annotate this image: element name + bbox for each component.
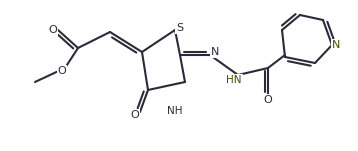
Text: O: O xyxy=(49,25,57,35)
Text: S: S xyxy=(176,23,184,33)
Text: NH: NH xyxy=(167,106,183,116)
Text: HN: HN xyxy=(226,75,242,85)
Text: O: O xyxy=(131,110,139,120)
Text: O: O xyxy=(58,66,66,76)
Text: N: N xyxy=(332,40,340,50)
Text: N: N xyxy=(211,47,219,57)
Text: O: O xyxy=(263,95,272,105)
